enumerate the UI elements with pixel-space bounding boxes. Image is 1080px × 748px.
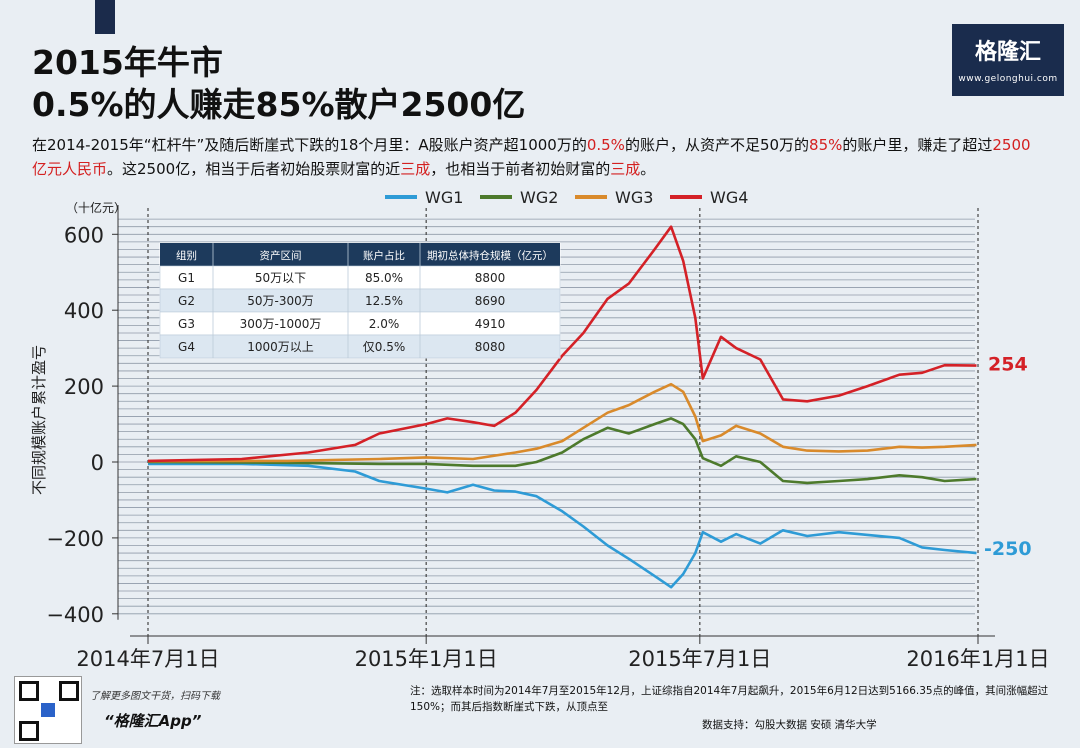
- legend-label-wg1: WG1: [425, 188, 463, 207]
- x-tick-label: 2016年1月1日: [906, 647, 1049, 671]
- title-line-1: 2015年牛市: [32, 43, 223, 82]
- y-tick-label: −400: [46, 603, 104, 627]
- desc-highlight: 2500亿元人民币: [32, 136, 1031, 178]
- qr-finder: [59, 681, 79, 701]
- y-tick-label: −200: [46, 527, 104, 551]
- series-line-wg3: [147, 382, 977, 463]
- series-line-wg2: [147, 417, 977, 485]
- desc-highlight: 三成: [610, 160, 641, 178]
- desc-highlight: 三成: [400, 160, 431, 178]
- qr-finder: [19, 721, 39, 741]
- table-cell: 2.0%: [369, 317, 400, 331]
- logo-name: 格隆汇: [974, 40, 1041, 65]
- table-cell: 50万-300万: [247, 294, 314, 308]
- y-axis-label: 不同规模账户累计盈亏: [30, 345, 48, 495]
- qr-finder: [19, 681, 39, 701]
- desc-part: ，也相当于前者初始财富的: [430, 160, 611, 178]
- description: 在2014-2015年“杠杆牛”及随后断崖式下跌的18个月里：A股账户资产超10…: [32, 133, 1042, 181]
- app-name: “格隆汇App”: [104, 712, 202, 730]
- title-line-2: 0.5%的人赚走85%散户2500亿: [32, 85, 526, 124]
- table-cell: 8800: [475, 271, 506, 285]
- footnote: 注：选取样本时间为2014年7月至2015年12月，上证综指自2014年7月起飙…: [410, 685, 1049, 713]
- end-label-wg1: -250: [984, 538, 1032, 560]
- table-cell: 300万-1000万: [240, 317, 322, 331]
- series-line-wg1: [148, 462, 977, 589]
- legend-label-wg2: WG2: [520, 188, 558, 207]
- x-tick-label: 2014年7月1日: [76, 647, 219, 671]
- table-cell: G4: [178, 340, 195, 354]
- qr-code: [14, 676, 82, 744]
- y-tick-label: 200: [64, 375, 104, 399]
- table-header-cell: 资产区间: [260, 249, 302, 262]
- end-label-wg4: 254: [988, 354, 1028, 376]
- table-cell: 仅0.5%: [363, 340, 406, 354]
- desc-part: 。: [640, 160, 656, 178]
- table-cell: 85.0%: [365, 271, 403, 285]
- legend-label-wg4: WG4: [710, 188, 748, 207]
- brand-logo: 格隆汇 www.gelonghui.com: [952, 24, 1064, 96]
- desc-part: 的账户里，赚走了超过: [842, 136, 993, 154]
- logo-url: www.gelonghui.com: [958, 74, 1058, 84]
- table-header-cell: 期初总体持仓规模（亿元）: [427, 249, 553, 262]
- y-tick-label: 0: [91, 451, 104, 475]
- table-cell: 1000万以上: [247, 340, 314, 354]
- app-promo: 了解更多图文干货，扫码下载: [90, 691, 220, 702]
- top-accent-bar: [95, 0, 115, 34]
- desc-part: 的账户，从资产不足50万的: [624, 136, 810, 154]
- desc-highlight: 0.5%: [586, 136, 625, 154]
- table-header-bg: [160, 243, 560, 266]
- legend-label-wg3: WG3: [615, 188, 653, 207]
- series-line-wg4: [147, 225, 977, 463]
- desc-part: 。这2500亿，相当于后者初始股票财富的近: [107, 160, 401, 178]
- table-cell: 8690: [475, 294, 506, 308]
- table-cell: 50万以下: [255, 271, 306, 285]
- table-cell: G2: [178, 294, 195, 308]
- y-unit-label: （十亿元）: [66, 200, 126, 215]
- y-tick-label: 400: [64, 299, 104, 323]
- data-source: 数据支持：勾股大数据 安硕 清华大学: [702, 719, 877, 731]
- qr-logo: [41, 703, 55, 717]
- table-header-cell: 组别: [176, 249, 197, 262]
- table-cell: G1: [178, 271, 195, 285]
- table-cell: 8080: [475, 340, 506, 354]
- table-header-cell: 账户占比: [363, 249, 405, 262]
- desc-part: 在2014-2015年“杠杆牛”及随后断崖式下跌的18个月里：A股账户资产超10…: [32, 136, 587, 154]
- desc-highlight: 85%: [809, 136, 843, 154]
- x-tick-label: 2015年7月1日: [628, 647, 771, 671]
- table-cell: 4910: [475, 317, 506, 331]
- table-row: [159, 334, 561, 359]
- table-cell: 12.5%: [365, 294, 403, 308]
- x-tick-label: 2015年1月1日: [355, 647, 498, 671]
- table-cell: G3: [178, 317, 195, 331]
- page-title: 2015年牛市 0.5%的人赚走85%散户2500亿: [32, 42, 525, 126]
- y-tick-label: 600: [64, 223, 104, 247]
